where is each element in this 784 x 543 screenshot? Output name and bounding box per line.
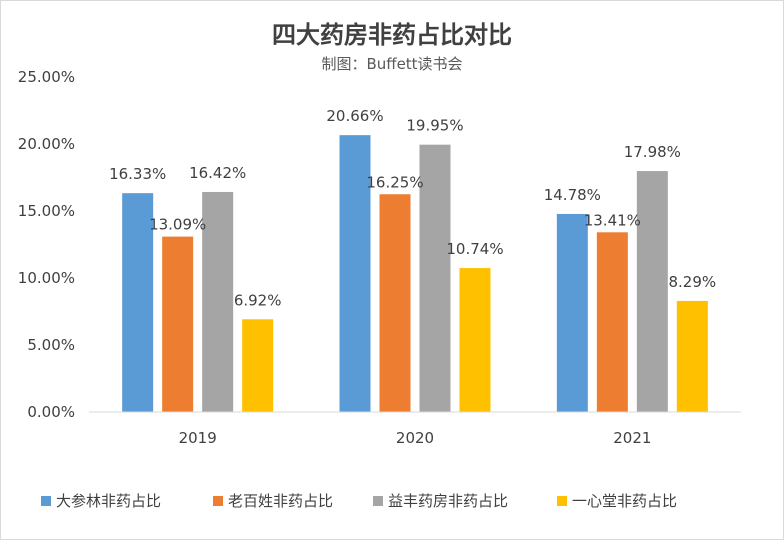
- data-label: 16.33%: [109, 165, 166, 183]
- bar: [162, 236, 194, 412]
- legend-label: 大参林非药占比: [56, 492, 161, 510]
- x-tick-label: 2021: [613, 429, 651, 447]
- bar: [636, 171, 668, 412]
- x-tick-label: 2019: [179, 429, 217, 447]
- data-label: 13.09%: [149, 216, 206, 234]
- legend-swatch: [373, 496, 383, 506]
- legend-swatch: [213, 496, 223, 506]
- bar: [202, 191, 234, 412]
- data-label: 13.41%: [584, 211, 641, 229]
- bar: [419, 144, 451, 413]
- legend-item: 益丰药房非药占比: [373, 492, 508, 510]
- data-label: 16.42%: [189, 164, 246, 182]
- bar: [339, 135, 371, 412]
- bar: [459, 268, 491, 412]
- y-tick-label: 15.00%: [18, 202, 75, 220]
- legend-label: 益丰药房非药占比: [388, 492, 508, 510]
- chart-subtitle: 制图：Buffett读书会: [321, 55, 462, 73]
- data-label: 17.98%: [624, 143, 681, 161]
- bar: [122, 193, 154, 412]
- data-label: 16.25%: [366, 173, 423, 191]
- bar: [379, 194, 411, 412]
- data-label: 19.95%: [406, 117, 463, 135]
- bar: [596, 232, 628, 412]
- y-tick-label: 10.00%: [18, 269, 75, 287]
- bar: [556, 213, 588, 412]
- bar: [676, 300, 708, 412]
- data-label: 14.78%: [544, 186, 601, 204]
- legend-item: 大参林非药占比: [41, 492, 161, 510]
- data-label: 6.92%: [234, 291, 282, 309]
- bars: [122, 135, 708, 413]
- x-axis: 2019 2020 2021: [179, 429, 652, 447]
- bar: [242, 319, 274, 412]
- legend-swatch: [41, 496, 51, 506]
- y-tick-label: 20.00%: [18, 135, 75, 153]
- data-label: 10.74%: [446, 240, 503, 258]
- data-labels: 16.33% 13.09% 16.42% 6.92% 20.66% 16.25% 19.95…: [109, 107, 716, 309]
- y-axis: 0.00% 5.00% 10.00% 15.00% 20.00% 25.00%: [18, 68, 75, 421]
- legend-item: 老百姓非药占比: [213, 492, 333, 510]
- chart-title: 四大药房非药占比对比: [272, 21, 512, 49]
- y-tick-label: 25.00%: [18, 68, 75, 86]
- y-tick-label: 5.00%: [27, 336, 75, 354]
- y-tick-label: 0.00%: [27, 403, 75, 421]
- legend-label: 老百姓非药占比: [228, 492, 333, 510]
- data-label: 8.29%: [669, 273, 717, 291]
- legend-item: 一心堂非药占比: [557, 492, 677, 510]
- legend: 大参林非药占比 老百姓非药占比 益丰药房非药占比 一心堂非药占比: [41, 492, 677, 510]
- x-tick-label: 2020: [396, 429, 434, 447]
- data-label: 20.66%: [326, 107, 383, 125]
- legend-swatch: [557, 496, 567, 506]
- legend-label: 一心堂非药占比: [572, 492, 677, 510]
